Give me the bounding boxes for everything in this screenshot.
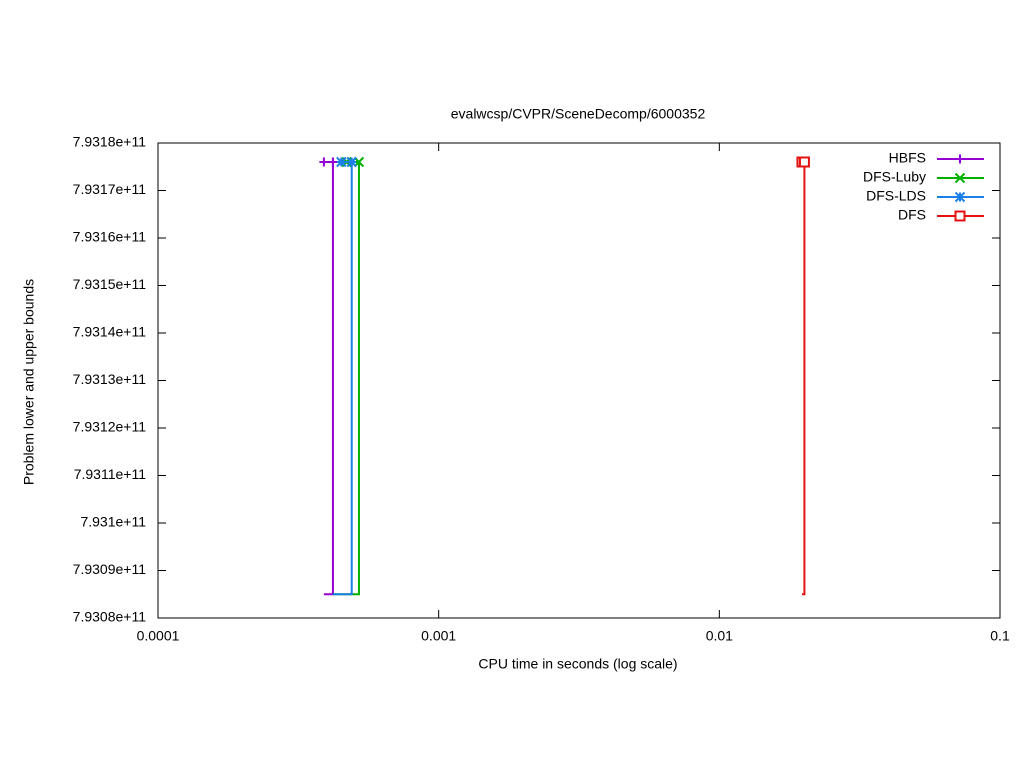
marker	[346, 156, 357, 168]
legend-marker	[954, 172, 966, 184]
y-tick-label: 7.9318e+11	[73, 134, 147, 150]
x-tick-label: 0.1	[990, 628, 1010, 644]
y-tick-label: 7.9311e+11	[74, 466, 146, 482]
y-tick-label: 7.9313e+11	[73, 371, 147, 387]
marker	[798, 156, 810, 168]
legend-marker	[955, 154, 965, 164]
legend-label: DFS-LDS	[866, 188, 926, 204]
series-line	[323, 161, 334, 596]
y-tick-label: 7.9314e+11	[73, 324, 147, 340]
chart-title: evalwcsp/CVPR/SceneDecomp/6000352	[451, 106, 706, 122]
marker	[336, 156, 347, 168]
y-tick-label: 7.931e+11	[80, 514, 146, 530]
y-tick-label: 7.9316e+11	[73, 229, 147, 245]
series-line	[332, 161, 360, 596]
marker	[328, 157, 338, 167]
x-tick-label: 0.01	[706, 628, 733, 644]
legend-marker	[954, 210, 966, 222]
y-tick-label: 7.9309e+11	[73, 561, 147, 577]
x-axis-label: CPU time in seconds (log scale)	[478, 656, 677, 672]
legend-label: DFS-Luby	[863, 169, 926, 185]
series-line	[332, 161, 353, 596]
y-axis-label: Problem lower and upper bounds	[21, 279, 37, 485]
y-tick-label: 7.9308e+11	[73, 609, 147, 625]
legend-label: HBFS	[889, 150, 926, 166]
y-tick-label: 7.9312e+11	[73, 419, 147, 435]
y-tick-label: 7.9317e+11	[73, 181, 147, 197]
y-tick-label: 7.9315e+11	[73, 276, 147, 292]
marker	[319, 157, 329, 167]
x-tick-label: 0.001	[421, 628, 456, 644]
legend-label: DFS	[898, 207, 926, 223]
series-line	[801, 161, 806, 596]
legend-marker	[954, 191, 966, 203]
plot-frame	[157, 142, 1001, 619]
x-tick-label: 0.0001	[137, 628, 180, 644]
